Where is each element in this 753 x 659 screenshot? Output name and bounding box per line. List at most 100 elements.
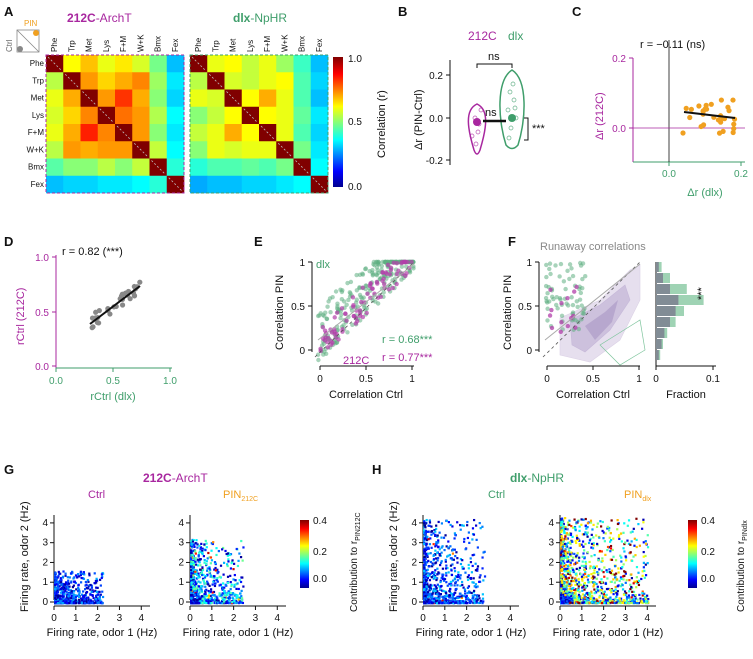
firing-point (567, 568, 570, 571)
matrix-cell (293, 175, 312, 194)
firing-point (218, 593, 221, 596)
firing-point (216, 571, 219, 575)
firing-point (82, 594, 85, 598)
f-point-dlx (545, 306, 550, 311)
ytick-label: 4 (42, 518, 48, 529)
firing-point (562, 539, 565, 542)
firing-point (441, 577, 445, 581)
b-ytick-02: 0.2 (429, 71, 443, 82)
firing-point (622, 593, 626, 596)
firing-point (440, 560, 443, 563)
firing-point (592, 544, 595, 547)
e-point-dlx (315, 352, 321, 357)
firing-point (456, 579, 459, 582)
odor-row-label: W+K (26, 145, 44, 154)
firing-point (616, 519, 619, 522)
firing-point (210, 601, 213, 605)
firing-point (618, 579, 621, 582)
matrix-cell (80, 72, 99, 90)
firing-point (190, 600, 193, 603)
firing-point (215, 553, 218, 557)
firing-point (568, 596, 571, 599)
firing-point (587, 581, 590, 584)
firing-point (431, 562, 434, 565)
firing-point (216, 577, 219, 580)
firing-point (56, 602, 59, 605)
firing-point (610, 580, 613, 583)
firing-point (608, 526, 611, 530)
firing-point (69, 600, 72, 603)
firing-point (593, 592, 596, 595)
firing-point (444, 590, 447, 593)
firing-point (584, 585, 588, 588)
matrix-cell (241, 72, 260, 90)
firing-point (560, 559, 563, 562)
f-hist-bar-dlx (656, 284, 687, 294)
firing-point (87, 599, 91, 603)
firing-point (440, 546, 443, 549)
firing-point (199, 548, 202, 551)
firing-point (440, 536, 443, 539)
firing-point (441, 599, 444, 602)
firing-point (571, 591, 574, 595)
firing-point (642, 550, 645, 554)
f-point-dlx (578, 290, 584, 296)
firing-point (213, 576, 216, 579)
firing-point (63, 591, 66, 595)
firing-point (74, 600, 78, 603)
firing-point (456, 561, 459, 564)
firing-point (637, 522, 640, 526)
firing-point (77, 595, 81, 599)
firing-point (79, 570, 82, 573)
firing-point (98, 597, 101, 600)
ytick-label: 2 (178, 557, 184, 568)
firing-point (424, 522, 427, 525)
firing-point (560, 536, 564, 539)
firing-point (575, 579, 578, 582)
firing-point (451, 593, 454, 596)
firing-point (592, 565, 596, 568)
matrix-cell (149, 141, 168, 159)
firing-point (612, 598, 615, 601)
firing-point (190, 574, 193, 577)
panel-g-title: 212C-ArchT (143, 471, 208, 485)
h-pin-title: PINdlx (624, 489, 652, 503)
firing-point (194, 558, 197, 561)
firing-point (190, 562, 193, 566)
firing-point (203, 592, 206, 596)
firing-point (424, 591, 427, 594)
firing-point (595, 565, 598, 568)
firing-point (198, 544, 201, 547)
firing-point (233, 585, 236, 588)
firing-point (473, 585, 476, 588)
firing-point (574, 573, 577, 576)
g-colorbar (300, 520, 309, 588)
e-point-dlx (328, 310, 333, 315)
firing-point (201, 590, 204, 594)
firing-point (459, 528, 462, 531)
firing-point (426, 595, 430, 599)
firing-point (578, 583, 581, 586)
firing-point (560, 601, 564, 604)
firing-point (454, 597, 457, 600)
e-point-212c (380, 278, 385, 283)
f-point-212c (547, 313, 553, 318)
firing-point (627, 594, 630, 597)
odor-row-label: Lys (32, 111, 44, 120)
matrix-cell (259, 158, 277, 177)
firing-point (451, 563, 454, 566)
firing-point (240, 539, 243, 543)
firing-point (614, 600, 617, 603)
firing-point (64, 581, 68, 584)
firing-point (476, 567, 479, 571)
firing-point (432, 599, 435, 602)
f-point-212c (549, 325, 555, 331)
firing-point (449, 599, 452, 602)
firing-point (462, 586, 465, 589)
matrix-cell (224, 141, 243, 159)
e-point-212c (340, 329, 345, 334)
firing-point (203, 576, 207, 579)
firing-point (470, 591, 473, 595)
firing-point (643, 600, 646, 603)
firing-point (577, 601, 580, 605)
